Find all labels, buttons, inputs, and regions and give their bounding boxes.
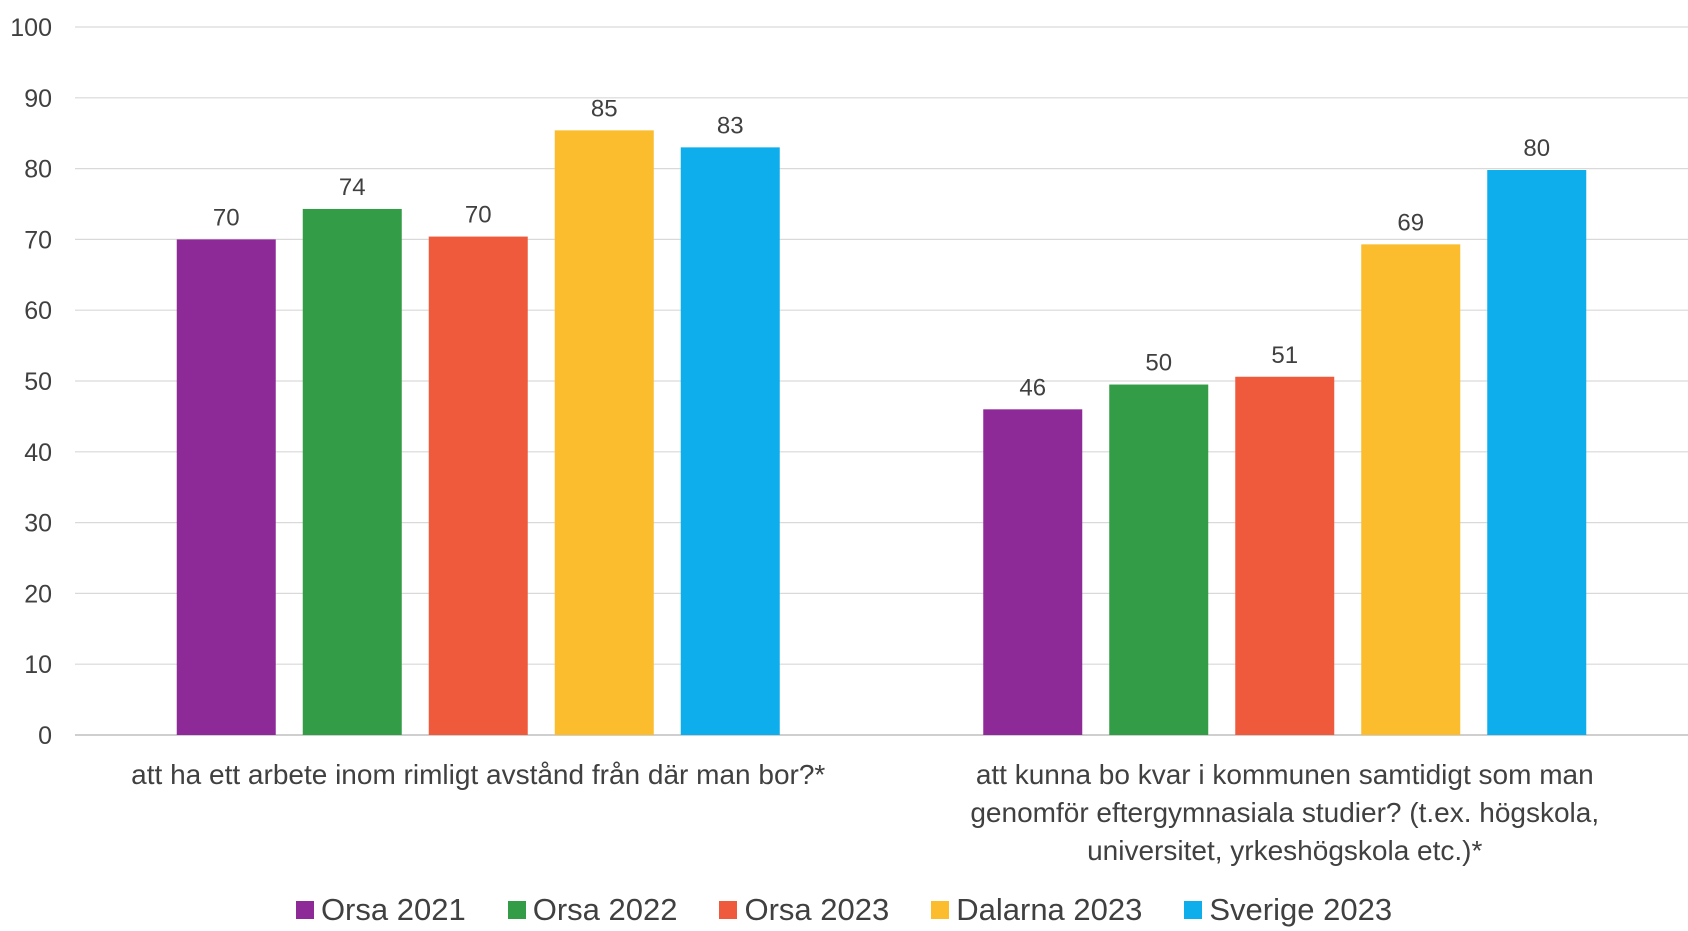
bar-dalarna-2023-cat1 (554, 130, 654, 736)
data-label: 51 (1271, 342, 1298, 369)
bar-orsa-2021-cat2 (983, 409, 1083, 735)
data-label: 80 (1523, 135, 1550, 162)
bar-sverige-2023-cat2 (1487, 170, 1587, 736)
x-category-label-line: genomför eftergymnasiala studier? (t.ex.… (970, 797, 1600, 828)
data-label: 50 (1145, 350, 1172, 377)
legend-item: Orsa 2023 (719, 892, 889, 928)
y-tick-label: 0 (38, 722, 52, 750)
legend-swatch (1184, 901, 1203, 919)
legend-swatch (719, 901, 738, 919)
data-label: 74 (339, 174, 366, 201)
legend-swatch (295, 901, 314, 919)
bar-orsa-2022-cat2 (1109, 384, 1209, 735)
y-tick-label: 60 (24, 297, 52, 325)
y-tick-label: 20 (24, 580, 52, 608)
x-category-label-line: att kunna bo kvar i kommunen samtidigt s… (975, 759, 1594, 790)
legend-label: Orsa 2022 (532, 892, 678, 927)
legend-swatch (931, 901, 950, 919)
bar-dalarna-2023-cat2 (1361, 244, 1461, 735)
data-label: 83 (717, 112, 744, 139)
legend-label: Sverige 2023 (1209, 892, 1393, 927)
bar-orsa-2023-cat1 (428, 236, 528, 735)
data-label: 85 (591, 95, 618, 122)
bar-orsa-2021-cat1 (176, 239, 276, 735)
legend-item: Dalarna 2023 (931, 892, 1142, 928)
x-category-label: att kunna bo kvar i kommunen samtidigt s… (862, 756, 1688, 870)
legend-swatch (507, 901, 526, 919)
x-category-label-line: universitet, yrkeshögskola etc.)* (1087, 835, 1483, 866)
legend-label: Orsa 2021 (320, 892, 466, 927)
legend-item: Sverige 2023 (1184, 892, 1392, 928)
bar-orsa-2022-cat1 (302, 208, 402, 735)
data-label: 70 (465, 202, 492, 229)
y-tick-label: 100 (10, 14, 52, 42)
bar-orsa-2023-cat2 (1235, 376, 1335, 735)
legend-label: Orsa 2023 (744, 892, 890, 927)
legend-item: Orsa 2022 (507, 892, 678, 928)
legend-label: Dalarna 2023 (956, 892, 1143, 927)
x-category-label-line: att ha ett arbete inom rimligt avstånd f… (131, 759, 826, 790)
y-tick-label: 40 (24, 439, 52, 467)
y-tick-label: 30 (24, 510, 52, 538)
y-tick-label: 10 (24, 651, 52, 679)
bars (176, 130, 1587, 736)
data-label: 69 (1397, 209, 1424, 236)
y-axis-tick-labels: 0 10 20 30 40 50 60 70 80 90 100 (10, 14, 52, 750)
x-category-label: att ha ett arbete inom rimligt avstånd f… (55, 756, 902, 794)
data-labels: 70 74 70 85 83 46 50 51 69 80 (213, 95, 1550, 401)
bar-sverige-2023-cat1 (680, 147, 780, 736)
y-tick-label: 70 (24, 226, 52, 254)
legend-item: Orsa 2021 (295, 892, 466, 928)
legend: Orsa 2021 Orsa 2022 Orsa 2023 Dalarna 2023 S… (0, 892, 1688, 928)
y-tick-label: 80 (24, 156, 52, 184)
y-tick-label: 50 (24, 368, 52, 396)
data-label: 46 (1019, 374, 1046, 401)
y-tick-label: 90 (24, 85, 52, 113)
data-label: 70 (213, 204, 240, 231)
